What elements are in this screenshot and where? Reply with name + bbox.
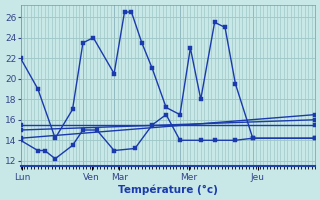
X-axis label: Température (°c): Température (°c) <box>118 185 218 195</box>
